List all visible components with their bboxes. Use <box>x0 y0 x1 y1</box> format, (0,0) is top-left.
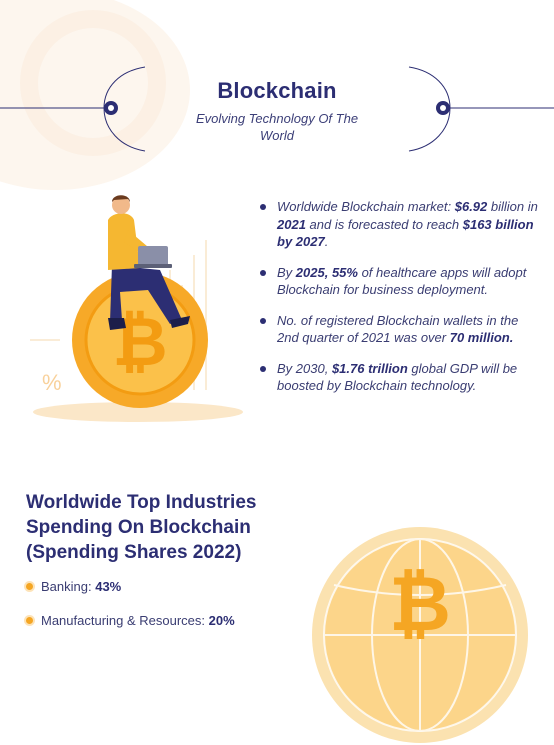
laptop-icon <box>138 246 168 266</box>
page-subtitle: Evolving Technology Of The World <box>195 111 359 143</box>
industries-section-title: Worldwide Top Industries Spending On Blo… <box>26 492 257 563</box>
bullet-icon <box>260 317 266 324</box>
industry-item: Banking: 43% <box>26 579 121 594</box>
fact-text: By 2030, $1.76 trillion global GDP will … <box>277 360 518 394</box>
fact-item: By 2025, 55% of healthcare apps will ado… <box>260 264 540 299</box>
fact-item: No. of registered Blockchain wallets in … <box>260 312 540 347</box>
industry-name: Banking: <box>41 579 92 594</box>
bullet-icon <box>26 617 33 624</box>
percent-icon: % <box>42 370 62 395</box>
globe-bitcoin-illustration: ₿ <box>312 527 528 743</box>
fact-item: By 2030, $1.76 trillion global GDP will … <box>260 360 540 395</box>
fact-text: No. of registered Blockchain wallets in … <box>277 312 519 346</box>
fact-text: By 2025, 55% of healthcare apps will ado… <box>277 264 527 298</box>
industry-item: Manufacturing & Resources: 20% <box>26 613 235 628</box>
fact-item: Worldwide Blockchain market: $6.92 billi… <box>260 198 540 251</box>
bitcoin-icon: ₿ <box>389 559 451 648</box>
bullet-icon <box>26 583 33 590</box>
page-title: Blockchain <box>217 78 337 103</box>
bullet-icon <box>260 269 266 276</box>
header-decoration <box>0 66 554 152</box>
bitcoin-illustration: % ₿ <box>30 195 243 422</box>
fact-text: Worldwide Blockchain market: $6.92 billi… <box>277 199 538 249</box>
blockchain-facts-list: Worldwide Blockchain market: $6.92 billi… <box>260 198 540 408</box>
industry-value: 20% <box>208 613 235 628</box>
svg-text:%: % <box>42 370 62 395</box>
bullet-icon <box>260 365 266 372</box>
industry-name: Manufacturing & Resources: <box>41 613 206 628</box>
industry-value: 43% <box>95 579 122 594</box>
bullet-icon <box>260 204 266 210</box>
